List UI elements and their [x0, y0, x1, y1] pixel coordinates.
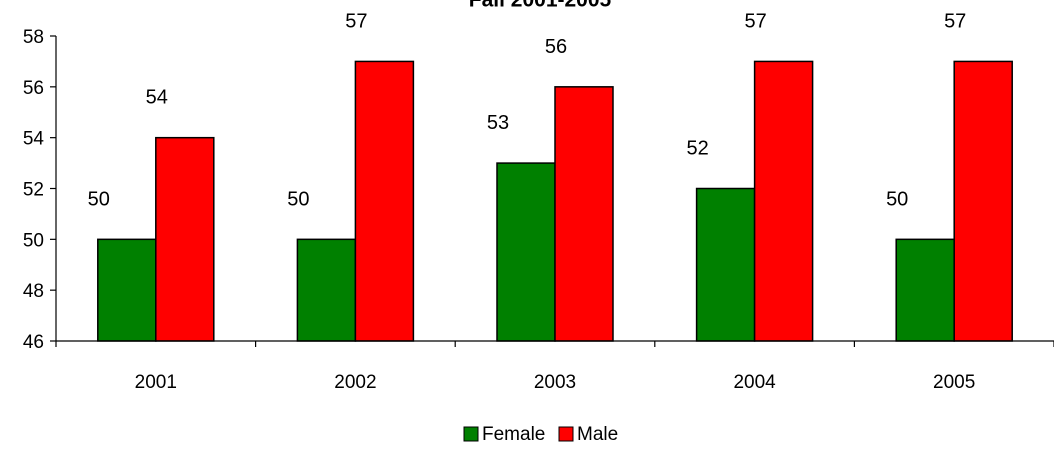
data-label-male-2005: 57: [944, 10, 966, 32]
bar-female-2003: [496, 162, 556, 342]
bar-male-2001: [155, 136, 215, 342]
y-tick-label: 54: [23, 129, 45, 150]
legend-swatch-male: [558, 426, 574, 442]
data-label-male-2001: 54: [146, 87, 168, 109]
y-tick-label: 50: [23, 230, 44, 251]
data-label-male-2004: 57: [744, 10, 766, 32]
data-label-female-2004: 52: [686, 138, 708, 160]
bar-female-2005: [895, 238, 955, 342]
legend-swatch-female: [463, 426, 479, 442]
y-tick-label: 48: [23, 281, 44, 302]
bar-male-2005: [953, 60, 1013, 342]
x-tick-label: 2001: [135, 372, 177, 393]
x-tick-label: 2002: [334, 372, 376, 393]
legend-label-male: Male: [577, 424, 618, 445]
legend-label-female: Female: [482, 424, 545, 445]
y-tick-label: 56: [23, 78, 44, 99]
y-tick-label: 58: [23, 27, 44, 48]
data-label-female-2003: 53: [487, 112, 509, 134]
bar-female-2001: [97, 238, 157, 342]
data-label-male-2002: 57: [345, 10, 367, 32]
y-tick-label: 46: [23, 332, 44, 353]
chart-title: Fall 2001-2005: [469, 0, 612, 11]
bar-male-2002: [354, 60, 415, 342]
y-axis: 46 48 50 52 54 56 58: [23, 27, 57, 353]
bar-female-2004: [695, 187, 756, 342]
data-label-female-2002: 50: [287, 188, 309, 210]
bar-male-2003: [554, 86, 614, 342]
data-label-female-2005: 50: [886, 188, 908, 210]
x-axis: 2001 2002 2003 2004 2005: [55, 340, 1054, 393]
y-tick-label: 52: [23, 180, 44, 201]
data-labels: 50 54 50 57 53 56 52 57 50 57: [88, 10, 967, 210]
x-tick-label: 2005: [933, 372, 975, 393]
x-tick-label: 2004: [733, 372, 776, 393]
bar-female-2002: [296, 238, 357, 342]
x-tick-label: 2003: [534, 372, 576, 393]
bar-male-2004: [753, 60, 814, 342]
data-label-female-2001: 50: [88, 188, 110, 210]
bars: [97, 60, 1013, 342]
legend: Female Male: [463, 424, 618, 445]
data-label-male-2003: 56: [545, 36, 567, 58]
